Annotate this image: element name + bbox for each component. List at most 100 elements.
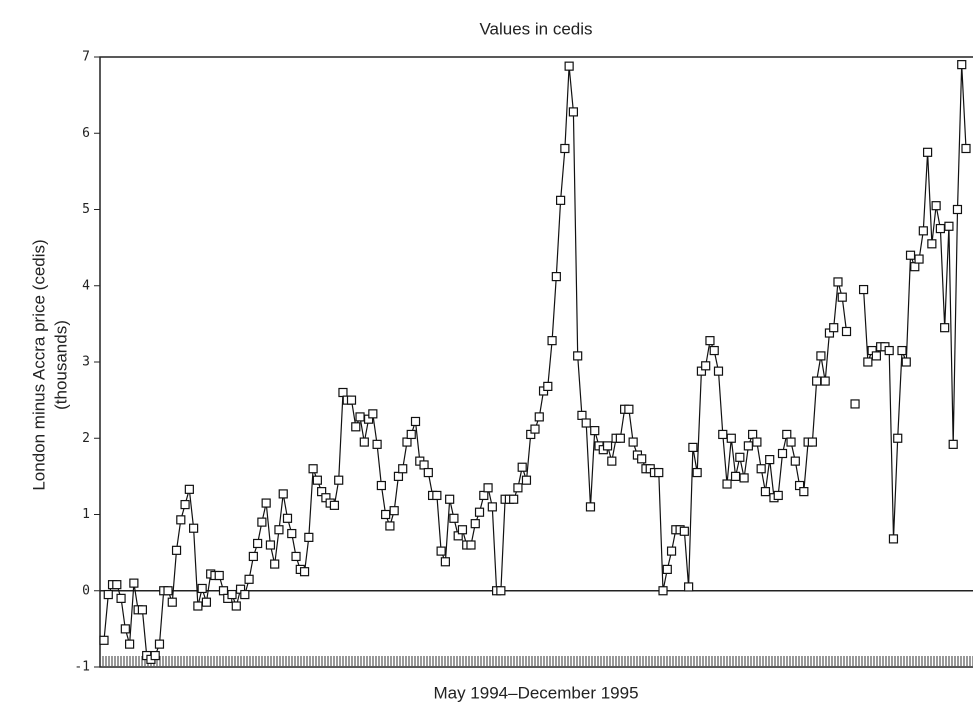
data-point [927, 239, 937, 249]
data-point [432, 490, 442, 501]
data-point [914, 254, 924, 264]
data-point [398, 464, 408, 474]
data-point [436, 546, 446, 556]
data-point [479, 490, 489, 501]
data-point [474, 507, 485, 517]
data-point [688, 442, 698, 452]
data-point [692, 467, 702, 478]
data-point [568, 107, 579, 117]
data-point [884, 345, 894, 356]
data-point [590, 426, 600, 436]
data-point [944, 221, 954, 231]
data-point [530, 424, 540, 434]
data-point [351, 422, 361, 432]
data-point [227, 589, 237, 600]
data-point [304, 532, 314, 542]
data-point [654, 467, 664, 478]
data-point [581, 418, 591, 428]
data-point [299, 567, 310, 577]
data-point [270, 559, 280, 569]
x-axis-label: May 1994–December 1995 [433, 683, 638, 702]
data-point [393, 471, 404, 481]
data-point [897, 345, 907, 356]
data-point [231, 601, 241, 611]
data-point [760, 487, 771, 497]
data-point [449, 513, 459, 523]
data-point [176, 515, 186, 525]
data-point [116, 593, 126, 603]
data-point [931, 201, 941, 211]
data-point [402, 437, 412, 447]
data-point [171, 545, 182, 555]
data-point [282, 513, 293, 523]
y-tick-label: 6 [82, 126, 90, 141]
data-point [457, 525, 468, 535]
data-point [743, 441, 753, 451]
data-point [244, 574, 254, 584]
data-point [257, 517, 267, 527]
data-point [359, 437, 369, 447]
data-point [820, 376, 830, 386]
data-point [957, 60, 967, 70]
data-point [423, 467, 433, 478]
data-point [137, 605, 148, 615]
data-point [739, 473, 749, 483]
data-point [287, 528, 297, 539]
y-tick-label: 3 [82, 355, 90, 370]
data-point [308, 464, 318, 474]
data-point [112, 580, 122, 590]
data-point [893, 433, 903, 443]
data-point [253, 538, 263, 549]
data-point [410, 416, 421, 427]
data-point [585, 502, 596, 512]
data-point [150, 650, 160, 661]
data-point [278, 489, 288, 499]
data-point [368, 409, 378, 419]
data-point [607, 456, 617, 466]
data-point [812, 376, 822, 386]
data-point [573, 351, 583, 361]
data-point [180, 499, 190, 510]
data-point [901, 357, 911, 367]
data-point [756, 464, 766, 474]
data-point [197, 583, 207, 594]
data-point [346, 395, 357, 405]
data-point [602, 441, 613, 451]
data-point [445, 494, 455, 504]
data-point [765, 455, 775, 465]
data-point [701, 361, 711, 371]
data-point [918, 226, 928, 236]
data-point [521, 475, 532, 485]
data-point [799, 487, 809, 497]
data-point [543, 381, 553, 391]
data-point [193, 601, 203, 611]
data-point [291, 551, 301, 562]
data-point [334, 475, 344, 485]
y-tick-label: 0 [82, 583, 90, 598]
data-point [517, 462, 527, 472]
data-point [214, 570, 224, 581]
data-line [863, 64, 967, 539]
data-point [466, 540, 476, 550]
data-point [752, 437, 762, 447]
data-point [556, 195, 566, 205]
data-point [551, 272, 561, 282]
y-axis-label: (thousands) [51, 320, 70, 410]
data-point [312, 475, 322, 485]
data-point [666, 546, 677, 556]
data-point [483, 483, 493, 493]
data-point [705, 336, 715, 346]
y-tick-label: -1 [74, 660, 90, 675]
data-point [726, 433, 736, 443]
data-point [509, 494, 519, 504]
data-point [560, 143, 570, 154]
data-point [713, 366, 724, 376]
data-point [240, 589, 250, 600]
data-point [841, 326, 852, 337]
data-point [577, 410, 587, 420]
y-tick-label: 4 [82, 278, 90, 293]
data-point [329, 500, 340, 510]
data-point [125, 639, 135, 649]
y-tick-label: 2 [82, 431, 90, 446]
data-point [662, 564, 672, 575]
